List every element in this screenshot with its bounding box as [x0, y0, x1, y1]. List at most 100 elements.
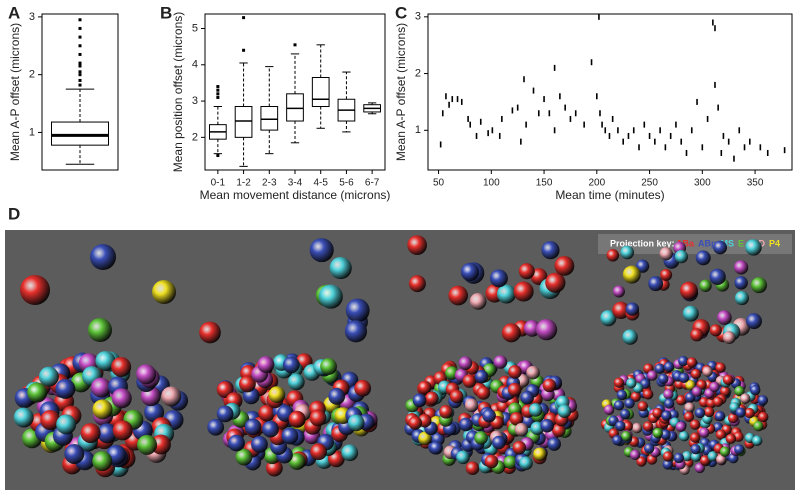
sphere	[328, 387, 346, 405]
sphere	[658, 373, 669, 385]
sphere	[685, 380, 696, 391]
point	[479, 118, 482, 125]
point	[748, 138, 751, 145]
sphere	[228, 434, 245, 452]
sphere	[690, 451, 702, 462]
sphere	[526, 365, 540, 380]
sphere	[675, 394, 687, 406]
outlier	[216, 85, 220, 89]
sphere	[637, 401, 649, 412]
sphere	[540, 418, 554, 433]
sphere	[503, 455, 518, 470]
y-tick-label: 5	[192, 22, 198, 34]
sphere	[492, 435, 506, 450]
sphere	[508, 365, 522, 379]
outlier	[242, 16, 246, 20]
sphere	[354, 379, 372, 397]
sphere	[429, 441, 443, 455]
sphere	[239, 375, 256, 393]
x-tick-label: 1-2	[236, 178, 251, 189]
sphere	[465, 461, 480, 476]
sphere	[547, 437, 561, 451]
outlier	[78, 26, 82, 30]
sphere	[648, 276, 664, 292]
point	[766, 149, 769, 156]
outlier	[216, 92, 220, 96]
point	[733, 155, 735, 162]
sphere	[660, 268, 673, 281]
sphere	[709, 324, 722, 337]
sphere	[38, 366, 59, 387]
sphere	[320, 358, 337, 375]
sphere	[631, 422, 643, 434]
sphere	[699, 455, 711, 466]
sphere	[496, 284, 517, 304]
point	[487, 130, 489, 137]
sphere	[722, 331, 736, 345]
sphere	[714, 411, 726, 422]
sphere	[535, 318, 558, 341]
point	[598, 13, 600, 20]
sphere	[476, 386, 491, 400]
sphere	[40, 410, 61, 431]
sphere	[288, 410, 306, 428]
outlier	[216, 153, 220, 157]
point	[701, 144, 704, 151]
sphere	[612, 301, 630, 320]
point	[783, 147, 786, 154]
sphere	[56, 414, 77, 435]
point	[717, 104, 719, 111]
point	[690, 127, 693, 134]
key-box	[598, 234, 792, 254]
point	[596, 93, 598, 100]
point	[722, 132, 725, 139]
sphere	[474, 431, 488, 445]
sphere	[90, 244, 116, 270]
sphere	[683, 411, 695, 422]
sphere	[709, 268, 726, 286]
sphere	[694, 407, 706, 419]
point	[543, 96, 545, 103]
sphere	[635, 259, 650, 273]
x-tick-label: 5-6	[339, 178, 354, 189]
key-entry: ABp	[698, 238, 717, 248]
sphere	[660, 429, 671, 440]
y-tick-label: 4	[192, 59, 198, 71]
sphere	[111, 388, 132, 409]
x-tick-label: 6-7	[365, 178, 380, 189]
point	[516, 104, 519, 111]
sphere	[512, 440, 527, 455]
sphere	[690, 368, 702, 380]
sphere	[111, 356, 132, 377]
sphere	[699, 427, 710, 438]
sphere	[636, 456, 647, 467]
sphere	[459, 417, 473, 432]
sphere	[734, 385, 745, 397]
sphere	[707, 451, 719, 462]
sphere	[464, 398, 479, 413]
sphere	[258, 404, 276, 422]
sphere	[606, 249, 620, 262]
point	[706, 115, 709, 122]
outlier	[78, 73, 82, 77]
sphere	[661, 410, 672, 421]
sphere	[612, 285, 625, 298]
sphere	[425, 391, 439, 406]
y-tick-label: 1	[415, 124, 421, 136]
sphere	[600, 309, 617, 327]
sphere	[663, 361, 675, 373]
sphere	[647, 370, 658, 381]
sphere	[462, 374, 477, 388]
point	[523, 76, 525, 83]
point	[520, 138, 522, 145]
sphere	[27, 382, 48, 403]
sphere	[673, 452, 685, 464]
outlier	[242, 48, 246, 52]
sphere	[654, 363, 665, 374]
sphere	[92, 399, 113, 420]
point	[553, 64, 556, 71]
point	[599, 110, 601, 117]
outlier	[216, 95, 220, 99]
